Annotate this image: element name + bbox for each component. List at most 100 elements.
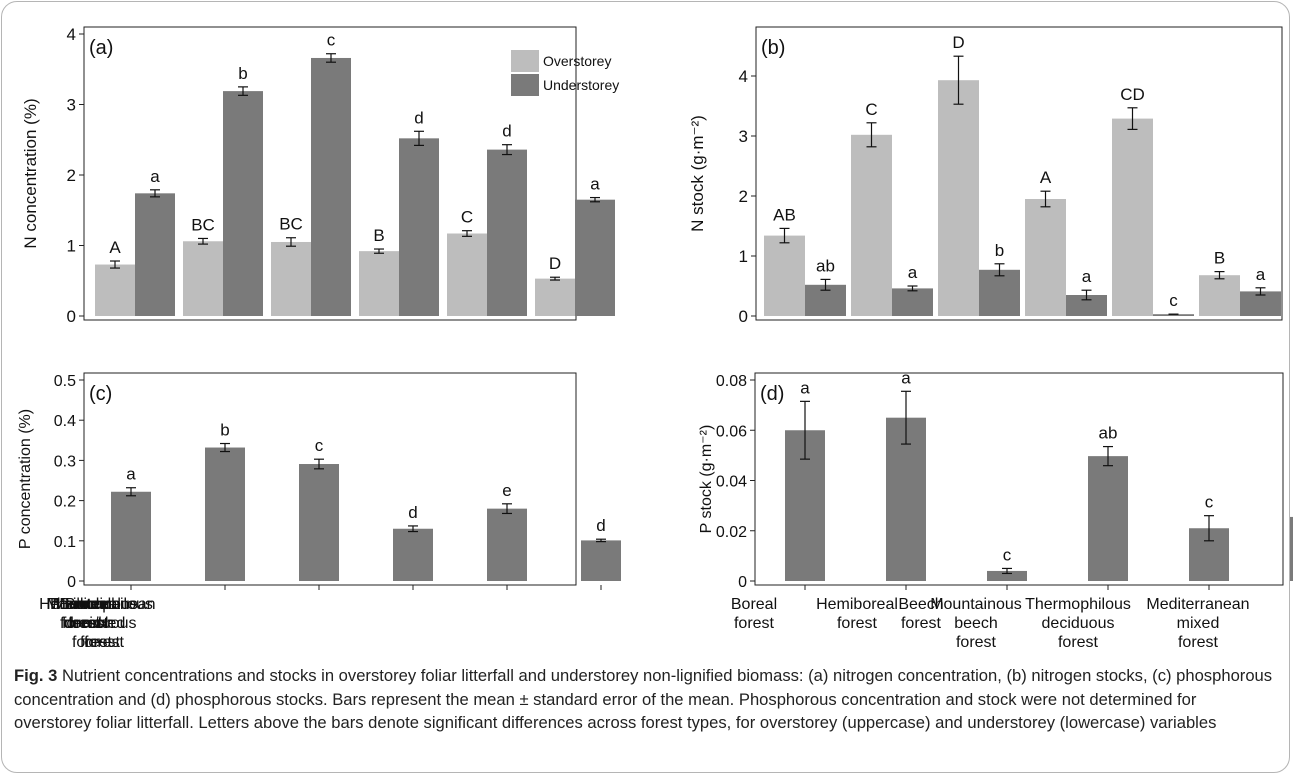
panel-0-sig-letter: a <box>590 175 600 194</box>
panel-3-category-label: forest <box>1178 634 1219 651</box>
panel-2-ytick-label: 0.1 <box>54 534 76 551</box>
panel-2-category-label: forest <box>80 634 121 651</box>
panel-3-frame <box>754 372 1284 586</box>
panel-1-bar <box>1066 295 1107 316</box>
panel-3-category-label: Hemiboreal <box>816 596 898 613</box>
panel-2-category-label: Boreal <box>65 596 111 613</box>
panel-0-ytick-label: 0 <box>67 307 76 326</box>
panel-0-sig-letter: c <box>327 31 336 50</box>
panel-0-ytick-label: 2 <box>67 166 76 185</box>
panel-2-category-label: Thermophilous <box>47 596 153 613</box>
panel-1-bar <box>1112 118 1153 316</box>
panel-3-category-label: forest <box>956 634 997 651</box>
panel-2-bar <box>299 464 339 581</box>
panel-3-category-label: Beech <box>898 596 943 613</box>
panel-2-category-label: forest <box>72 634 113 651</box>
panel-2-category-label: beech <box>70 615 114 632</box>
panel-2-ylabel: P concentration (%) <box>17 409 34 549</box>
panel-2-ytick-label: 0.3 <box>54 453 76 470</box>
panel-0-ylabel: N concentration (%) <box>21 98 40 248</box>
panel-1-sig-letter: b <box>995 241 1004 260</box>
panel-3-category-label: Mediterranean <box>1146 596 1249 613</box>
panel-1-sig-letter: a <box>1256 265 1266 284</box>
panel-2-sig-letter: d <box>596 516 605 535</box>
panel-1-sig-letter: AB <box>773 205 796 224</box>
panel-1-bar <box>1025 199 1066 316</box>
panel-3-ylabel: P stock (g·m⁻²) <box>698 425 715 534</box>
panel-3-category-label: forest <box>734 615 775 632</box>
panel-0-bar <box>183 241 223 316</box>
panel-0-ytick-label: 3 <box>67 96 76 115</box>
panel-1-ylabel: N stock (g·m⁻²) <box>688 115 707 232</box>
panel-1-bar <box>851 134 892 316</box>
panel-2-category-label: mixed <box>83 615 126 632</box>
panel-0-sig-letter: B <box>373 226 384 245</box>
panel-3-category-label: forest <box>901 615 942 632</box>
panel-1-bar <box>938 80 979 316</box>
panel-1-ytick-label: 0 <box>739 307 748 326</box>
panel-0-sig-letter: d <box>414 108 423 127</box>
panel-0-sig-letter: b <box>238 64 247 83</box>
panel-3-category-label: Boreal <box>731 596 777 613</box>
panel-3-ytick-label: 0.06 <box>716 423 747 440</box>
panel-1-sig-letter: ab <box>816 256 835 275</box>
panel-1-bar <box>892 288 933 316</box>
panel-3-bar <box>886 417 926 581</box>
panel-1-bar <box>1199 275 1240 316</box>
panel-2-sig-letter: b <box>220 421 229 440</box>
panel-3-sig-letter: c <box>1205 493 1214 512</box>
panel-3-bar <box>987 570 1027 581</box>
panel-1-sig-letter: a <box>1082 267 1092 286</box>
panel-1-bar <box>979 269 1020 316</box>
panel-3-ytick-label: 0 <box>738 574 747 591</box>
panel-3-bar <box>1290 516 1293 581</box>
panel-3-panel-label: (d) <box>760 383 784 405</box>
panel-0-sig-letter: d <box>502 122 511 141</box>
panel-1-bar <box>1153 314 1194 316</box>
panel-1-sig-letter: D <box>952 33 964 52</box>
panel-3-ytick-label: 0.08 <box>716 373 747 390</box>
panel-2-category-label: Hemiboreal <box>39 596 121 613</box>
panel-0-ytick-label: 1 <box>67 237 76 256</box>
panel-1-sig-letter: c <box>1169 291 1178 310</box>
panel-1-ytick-label: 2 <box>739 187 748 206</box>
panel-0-bar <box>535 278 575 316</box>
panel-2-category-label: forest <box>60 615 101 632</box>
panel-2-sig-letter: c <box>315 436 324 455</box>
panel-2-ytick-label: 0 <box>67 574 76 591</box>
panel-3-category-label: mixed <box>1177 615 1220 632</box>
panel-2-ytick-label: 0.5 <box>54 373 76 390</box>
panel-0-bar <box>223 91 263 316</box>
panel-2-ytick-label: 0.2 <box>54 494 76 511</box>
panel-1-sig-letter: CD <box>1120 85 1145 104</box>
panel-0-bar <box>271 241 311 316</box>
panel-0-sig-letter: BC <box>279 215 303 234</box>
panel-1-frame <box>755 26 1283 321</box>
panel-0-bar <box>311 57 351 316</box>
panel-3-category-label: forest <box>837 615 878 632</box>
panel-0-sig-letter: C <box>461 208 473 227</box>
panel-0-bar <box>95 264 135 316</box>
panel-3-sig-letter: a <box>901 368 911 387</box>
panel-3-bar <box>1088 456 1128 581</box>
panel-2-frame <box>83 372 577 586</box>
panel-3-sig-letter: a <box>800 378 810 397</box>
panel-0-bar <box>135 193 175 316</box>
panel-3-category-label: Thermophilous <box>1025 596 1131 613</box>
panel-0-panel-label: (a) <box>89 37 113 59</box>
panel-0-legend-label: Understorey <box>543 77 619 93</box>
panel-1-bar <box>764 235 805 316</box>
panel-1-sig-letter: A <box>1040 168 1052 187</box>
panel-0-bar <box>447 233 487 316</box>
panel-2-ytick-label: 0.4 <box>54 413 76 430</box>
panel-2-category-label: forest <box>68 615 109 632</box>
panel-1-ytick-label: 3 <box>739 127 748 146</box>
panel-0-frame <box>83 26 577 321</box>
panel-3-category-label: Mountainous <box>930 596 1022 613</box>
panel-2-category-label: deciduous <box>64 615 137 632</box>
panel-1-ytick-label: 4 <box>739 67 748 86</box>
figure-caption: Fig. 3 Nutrient concentrations and stock… <box>14 664 1276 735</box>
panel-3-ytick-label: 0.04 <box>716 474 747 491</box>
